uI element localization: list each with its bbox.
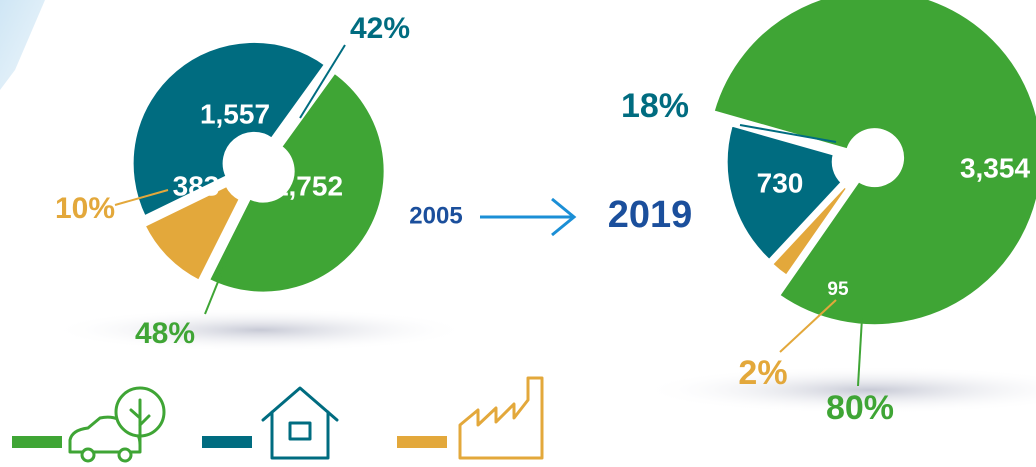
value-label: 383 [173,170,220,201]
year-label: 2019 [608,194,693,236]
percent-label: 80% [826,389,894,427]
value-label: 730 [757,167,804,198]
leader-line [204,261,227,315]
percent-label: 18% [621,87,689,125]
donut-slice [142,183,243,284]
legend-icon-industry [458,376,544,460]
donut-slice [769,183,850,279]
donut-slice [130,39,328,219]
shadow [50,308,470,352]
legend-icon-buildings [261,386,339,460]
decor-swoosh [0,0,45,90]
value-label: 1,752 [273,170,343,201]
legend-swatch [202,436,252,448]
legend-icon-transport [68,386,166,463]
legend-swatch [397,436,447,448]
percent-label: 42% [350,12,410,45]
arrow [480,197,577,237]
leader-line [114,189,169,206]
percent-label: 10% [55,192,115,225]
legend [12,376,544,463]
value-label: 3,354 [960,152,1030,183]
year-label: 2005 [409,202,462,229]
leader-line [299,44,346,119]
donut-slice [724,123,845,263]
donut-slice [711,0,1036,328]
donuts: 1,557 1,752 383 42% 48% 10% 730 3,354 95 18% 80% 2% [55,0,1036,427]
value-label: 95 [827,279,849,300]
percent-label: 48% [135,317,195,350]
legend-swatch [12,436,62,448]
shadow [640,366,1036,414]
donut-slice [206,70,387,295]
percent-label: 2% [738,354,787,392]
leader-line [779,299,837,353]
value-label: 1,557 [200,98,270,129]
leader-line [857,317,863,387]
leader-line [739,124,837,143]
